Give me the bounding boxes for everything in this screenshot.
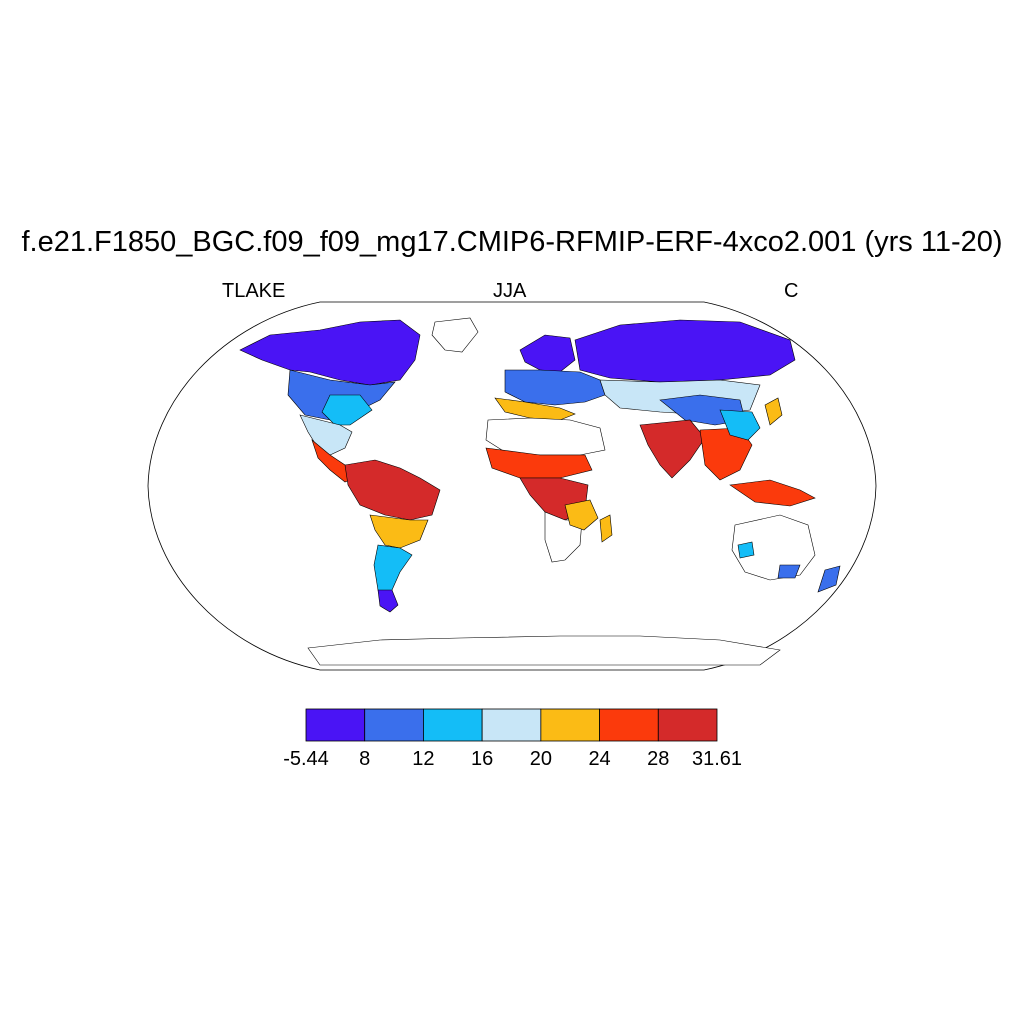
north-america-east bbox=[321, 394, 373, 426]
colorbar-segment bbox=[423, 708, 483, 742]
units-label: C bbox=[784, 280, 799, 302]
south-america-north bbox=[344, 459, 441, 521]
colorbar-tick-label: 16 bbox=[471, 748, 494, 770]
india bbox=[639, 419, 706, 479]
colorbar-segment bbox=[540, 708, 600, 742]
antarctica bbox=[307, 635, 781, 666]
greenland bbox=[431, 317, 479, 353]
colorbar-tick-label: -5.44 bbox=[283, 748, 329, 770]
map-title: f.e21.F1850_BGC.f09_f09_mg17.CMIP6-RFMIP… bbox=[21, 226, 1003, 258]
australia-lake bbox=[737, 541, 755, 559]
indonesia bbox=[729, 479, 816, 507]
scandinavia bbox=[519, 334, 576, 373]
colorbar-segment bbox=[657, 708, 718, 742]
land-data bbox=[239, 317, 841, 666]
colorbar-tick-label: 24 bbox=[588, 748, 611, 770]
north-africa bbox=[485, 417, 606, 456]
season-label: JJA bbox=[493, 280, 527, 302]
siberia bbox=[574, 319, 796, 383]
patagonia bbox=[377, 589, 399, 613]
colorbar-segment bbox=[481, 708, 542, 742]
new-zealand bbox=[817, 565, 841, 593]
colorbar-segment bbox=[599, 708, 659, 742]
south-america-mid bbox=[369, 514, 429, 549]
east-china bbox=[719, 409, 761, 441]
east-africa bbox=[564, 499, 599, 531]
japan bbox=[764, 397, 783, 426]
colorbar-segment bbox=[305, 708, 366, 742]
north-america-north bbox=[239, 319, 421, 386]
variable-label: TLAKE bbox=[222, 280, 286, 302]
colorbar-tick-label: 20 bbox=[529, 748, 552, 770]
colorbar bbox=[305, 708, 718, 742]
madagascar bbox=[599, 514, 613, 543]
australia bbox=[731, 514, 816, 581]
colorbar-tick-label: 12 bbox=[412, 748, 435, 770]
colorbar-segment bbox=[364, 708, 424, 742]
mediterranean-coast bbox=[494, 397, 576, 421]
colorbar-tick-label: 8 bbox=[359, 748, 371, 770]
colorbar-tick-label: 28 bbox=[647, 748, 670, 770]
sahel bbox=[485, 447, 593, 479]
north-america-south bbox=[299, 414, 353, 456]
colorbar-tick-label: 31.61 bbox=[691, 748, 743, 770]
europe bbox=[504, 369, 606, 406]
australia-southeast bbox=[777, 564, 801, 579]
